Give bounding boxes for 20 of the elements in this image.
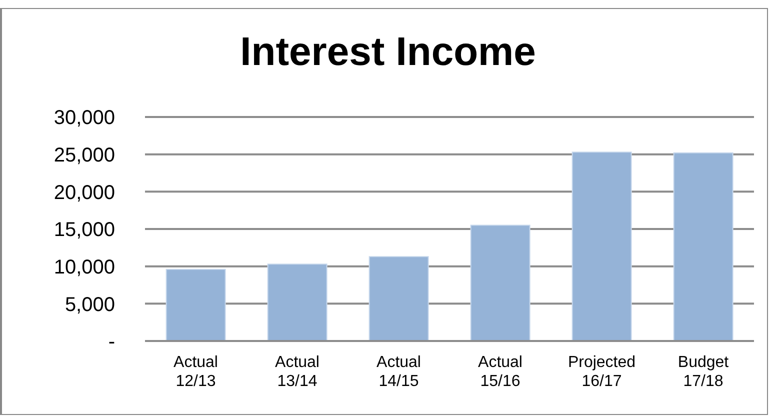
x-tick-label: Actual 12/13: [174, 354, 218, 390]
y-tick-label: 25,000: [54, 144, 115, 166]
bar: [572, 152, 632, 341]
y-tick-label: -: [108, 331, 115, 354]
y-tick-label: 30,000: [54, 107, 115, 130]
bar: [673, 152, 734, 341]
bar: [368, 256, 429, 341]
y-tick-label: 5,000: [64, 294, 115, 316]
bar: [470, 224, 530, 341]
x-tick-label: Projected 16/17: [568, 354, 636, 390]
x-tick-label: Actual 13/14: [275, 354, 320, 390]
y-tick-label: 15,000: [54, 219, 115, 242]
bar: [267, 264, 328, 341]
x-tick-label: Budget 17/18: [678, 354, 730, 390]
y-tick-label: 20,000: [54, 182, 115, 204]
bar: [166, 268, 226, 341]
x-tick-label: Actual 15/16: [478, 354, 522, 390]
x-tick-label: Actual 14/15: [376, 354, 421, 390]
y-tick-label: 10,000: [54, 256, 115, 278]
chart-title: Interest Income: [239, 30, 537, 75]
